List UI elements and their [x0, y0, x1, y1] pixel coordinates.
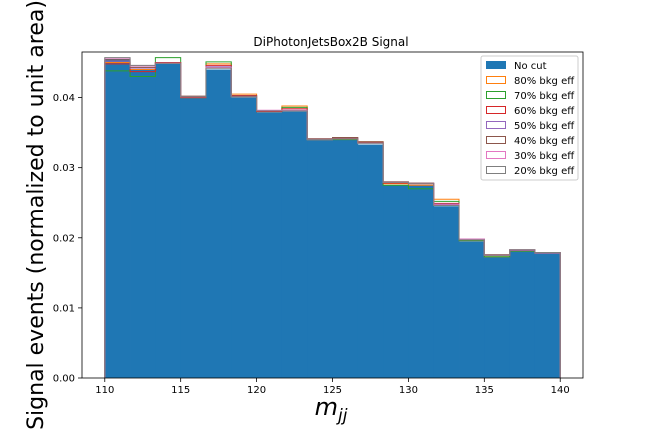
x-tick-label: 140: [551, 385, 570, 396]
histogram-bar: [180, 97, 207, 379]
y-tick-label: 0.04: [53, 93, 75, 104]
histogram-bar: [205, 69, 232, 378]
x-axis-label-subscript: jj: [336, 406, 348, 426]
x-axis-label: mjj: [315, 393, 348, 426]
legend-swatch: [486, 151, 506, 159]
histogram-bar: [130, 69, 156, 378]
legend-swatch: [486, 76, 506, 84]
plot-area: [104, 57, 561, 379]
legend-label: 60% bkg eff: [514, 106, 575, 117]
legend-label: 40% bkg eff: [514, 136, 575, 147]
histogram-bar: [231, 97, 257, 379]
y-tick-label: 0.03: [53, 163, 75, 174]
chart-title: DiPhotonJetsBox2B Signal: [253, 35, 408, 49]
legend: No cut 80% bkg eff 70% bkg eff 60% bkg eff 5…: [480, 55, 579, 181]
legend-swatch: [486, 121, 506, 129]
legend-swatch: [486, 61, 506, 69]
histogram-bar: [256, 112, 283, 378]
histogram-bar: [357, 144, 384, 378]
axes: 110 115 120 125 130 135 140 0.00 0.01 0.02 0.03 0.0…: [53, 51, 584, 396]
legend-label: No cut: [514, 61, 547, 72]
histogram-bar: [408, 185, 435, 378]
legend-swatch: [486, 166, 506, 174]
legend-label: 80% bkg eff: [514, 76, 575, 87]
x-tick-label: 115: [171, 385, 190, 396]
histogram-bar: [332, 139, 359, 378]
x-tick-label: 120: [247, 385, 266, 396]
x-tick-label: 130: [399, 385, 418, 396]
legend-label: 30% bkg eff: [514, 151, 575, 162]
y-tick-label: 0.00: [53, 374, 75, 385]
legend-swatch: [486, 106, 506, 114]
histogram-bar: [383, 185, 409, 378]
y-axis-label: Signal events (normalized to unit area): [24, 0, 49, 430]
histogram-bar: [433, 206, 460, 378]
histogram-bar: [307, 139, 333, 378]
y-tick-label: 0.01: [53, 303, 75, 314]
histogram-bar: [155, 63, 182, 379]
legend-swatch: [486, 136, 506, 144]
step-series-line: [104, 57, 561, 378]
y-tick-label: 0.02: [53, 233, 75, 244]
histogram-bar: [104, 59, 131, 379]
histogram-bar: [281, 111, 308, 378]
x-axis-label-main: m: [315, 393, 338, 421]
legend-swatch: [486, 91, 506, 99]
histogram-bar: [459, 241, 485, 378]
x-tick-label: 125: [323, 385, 342, 396]
legend-label: 70% bkg eff: [514, 91, 575, 102]
legend-label: 20% bkg eff: [514, 166, 575, 177]
x-tick-label: 135: [475, 385, 494, 396]
histogram-bar: [484, 256, 511, 378]
histogram-bar: [534, 253, 561, 378]
x-tick-label: 110: [95, 385, 114, 396]
histogram-bar: [509, 251, 536, 378]
legend-label: 50% bkg eff: [514, 121, 575, 132]
legend-box: [480, 55, 579, 181]
